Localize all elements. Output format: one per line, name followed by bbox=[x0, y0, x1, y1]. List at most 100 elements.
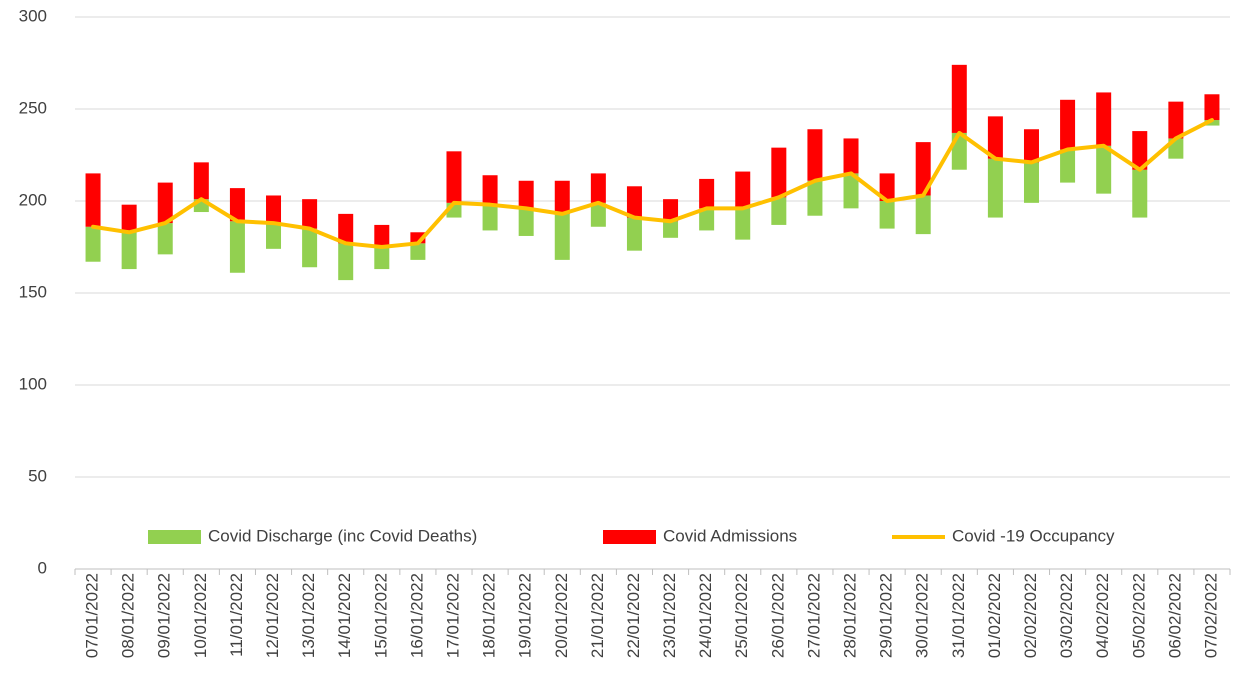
discharge-bar bbox=[266, 223, 282, 249]
discharge-bar bbox=[1204, 120, 1220, 126]
admission-bar bbox=[735, 171, 751, 209]
x-tick-label: 04/02/2022 bbox=[1093, 573, 1112, 658]
discharge-bar bbox=[1023, 162, 1039, 203]
occupancy-line bbox=[91, 118, 1214, 249]
y-tick-label: 100 bbox=[19, 374, 47, 393]
discharge-bar bbox=[663, 221, 679, 238]
discharge-bar bbox=[735, 208, 751, 240]
x-tick-label: 30/01/2022 bbox=[913, 573, 932, 658]
y-tick-label: 200 bbox=[19, 190, 47, 209]
admission-bar bbox=[121, 204, 137, 233]
discharge-bar bbox=[338, 243, 354, 281]
discharge-bar bbox=[229, 221, 245, 273]
x-tick-label: 19/01/2022 bbox=[516, 573, 535, 658]
x-tick-label: 08/01/2022 bbox=[119, 573, 138, 658]
admission-bar bbox=[446, 151, 462, 203]
x-tick-label: 18/01/2022 bbox=[480, 573, 499, 658]
admission-bar bbox=[1132, 131, 1148, 170]
x-tick-label: 01/02/2022 bbox=[985, 573, 1004, 658]
discharge-bar bbox=[121, 232, 137, 270]
admission-bar bbox=[266, 195, 282, 224]
discharge-bar bbox=[518, 208, 534, 236]
admission-bar bbox=[1096, 92, 1112, 146]
admission-bar bbox=[951, 64, 967, 133]
admission-bar bbox=[1204, 94, 1220, 121]
admission-bar bbox=[663, 199, 679, 222]
admission-bar bbox=[843, 138, 859, 174]
x-tick-label: 25/01/2022 bbox=[732, 573, 751, 658]
admission-bar bbox=[157, 182, 173, 224]
discharge-bar bbox=[807, 180, 823, 216]
x-tick-label: 02/02/2022 bbox=[1021, 573, 1040, 658]
admission-bar bbox=[193, 162, 209, 200]
discharge-bar bbox=[554, 213, 570, 260]
admission-bar bbox=[1168, 101, 1184, 139]
x-tick-label: 16/01/2022 bbox=[407, 573, 426, 658]
admission-bar bbox=[302, 199, 318, 229]
admission-bar bbox=[1023, 129, 1039, 163]
discharge-bar bbox=[771, 197, 787, 225]
legend-swatch bbox=[148, 530, 201, 544]
discharge-bar bbox=[626, 217, 642, 251]
discharge-bar bbox=[374, 247, 390, 270]
x-tick-label: 26/01/2022 bbox=[768, 573, 787, 658]
y-tick-label: 0 bbox=[38, 558, 47, 577]
admission-bar bbox=[807, 129, 823, 181]
discharge-bar bbox=[879, 201, 895, 229]
x-tick-label: 15/01/2022 bbox=[371, 573, 390, 658]
discharge-bar bbox=[915, 195, 931, 235]
admission-bar bbox=[85, 173, 101, 227]
admission-bar bbox=[229, 188, 245, 222]
discharge-bar bbox=[1060, 149, 1076, 183]
discharge-bar bbox=[1096, 145, 1112, 194]
legend-label: Covid Discharge (inc Covid Deaths) bbox=[208, 526, 477, 545]
legend-label: Covid Admissions bbox=[663, 526, 797, 545]
admission-bar bbox=[518, 180, 534, 209]
x-tick-label: 28/01/2022 bbox=[841, 573, 860, 658]
discharge-bar bbox=[843, 173, 859, 209]
y-tick-label: 150 bbox=[19, 282, 47, 301]
x-tick-label: 13/01/2022 bbox=[299, 573, 318, 658]
x-tick-label: 14/01/2022 bbox=[335, 573, 354, 658]
admission-bar bbox=[482, 175, 498, 205]
admission-bar bbox=[699, 178, 715, 209]
admission-bar bbox=[590, 173, 606, 203]
discharge-bar bbox=[157, 223, 173, 255]
x-tick-label: 17/01/2022 bbox=[443, 573, 462, 658]
discharge-bar bbox=[699, 208, 715, 231]
x-tick-label: 03/02/2022 bbox=[1057, 573, 1076, 658]
x-tick-label: 07/02/2022 bbox=[1201, 573, 1220, 658]
x-tick-label: 23/01/2022 bbox=[660, 573, 679, 658]
discharge-bar bbox=[410, 243, 426, 260]
admission-bar bbox=[915, 142, 931, 196]
x-tick-label: 21/01/2022 bbox=[588, 573, 607, 658]
admission-bar bbox=[410, 232, 426, 244]
discharge-bar bbox=[590, 202, 606, 227]
admission-bar bbox=[1060, 99, 1076, 150]
x-tick-label: 12/01/2022 bbox=[263, 573, 282, 658]
admission-bar bbox=[338, 213, 354, 244]
discharge-bar bbox=[1132, 169, 1148, 218]
x-tick-label: 11/01/2022 bbox=[227, 573, 246, 657]
x-tick-label: 31/01/2022 bbox=[949, 573, 968, 658]
x-tick-label: 27/01/2022 bbox=[804, 573, 823, 658]
discharge-bar bbox=[482, 204, 498, 231]
x-tick-label: 05/02/2022 bbox=[1129, 573, 1148, 658]
y-tick-label: 300 bbox=[19, 6, 47, 25]
x-tick-label: 07/01/2022 bbox=[83, 573, 102, 658]
x-tick-label: 29/01/2022 bbox=[877, 573, 896, 658]
admission-bar bbox=[374, 224, 390, 247]
x-tick-label: 10/01/2022 bbox=[191, 573, 210, 658]
y-tick-label: 250 bbox=[19, 98, 47, 117]
discharge-bar bbox=[302, 228, 318, 268]
discharge-bar bbox=[85, 226, 101, 262]
admission-bar bbox=[987, 116, 1003, 159]
x-tick-label: 20/01/2022 bbox=[552, 573, 571, 658]
admission-bar bbox=[879, 173, 895, 201]
admission-bar bbox=[771, 147, 787, 198]
legend-swatch bbox=[603, 530, 656, 544]
x-tick-label: 22/01/2022 bbox=[624, 573, 643, 658]
y-tick-label: 50 bbox=[28, 466, 47, 485]
admission-bar bbox=[626, 186, 642, 218]
